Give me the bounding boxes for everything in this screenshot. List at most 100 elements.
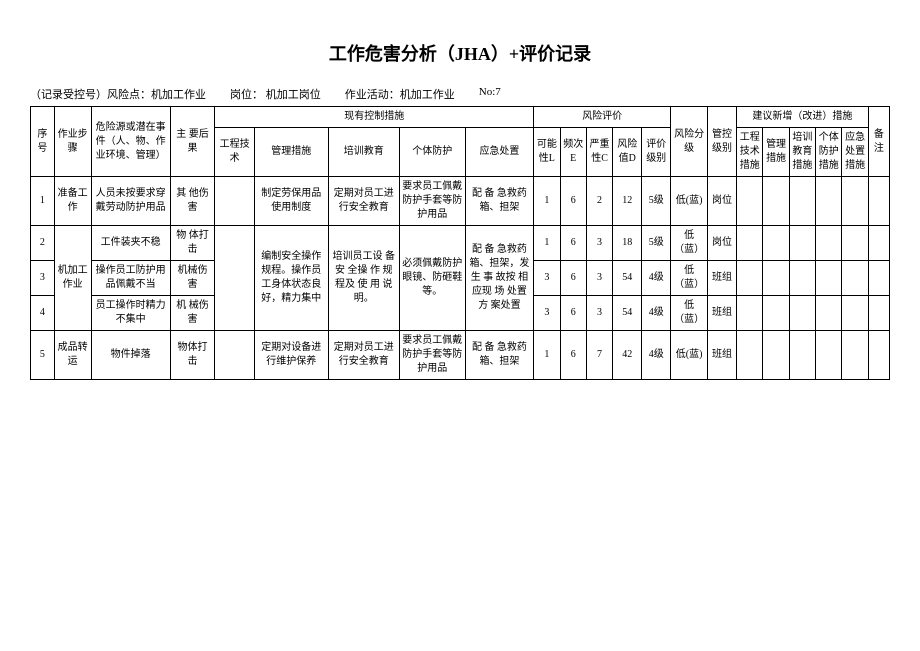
cell-mgmt: 制定劳保用品使用制度: [254, 177, 328, 226]
h-suggest: 建议新增（改进）措施: [737, 107, 869, 128]
cell-C: 3: [586, 226, 612, 261]
h-riskeval: 风险评价: [534, 107, 671, 128]
page-title: 工作危害分析（JHA）+评价记录: [30, 40, 890, 66]
cell-cons: 机 械伤害: [170, 296, 215, 331]
cell-s1: [737, 296, 763, 331]
cell-step: 成品转运: [54, 331, 91, 380]
jha-table: 序号 作业步骤 危险源或潜在事件（人、物、作业环境、管理） 主 要后果 现有控制…: [30, 106, 890, 380]
cell-cons: 机械伤害: [170, 261, 215, 296]
cell-mgmt: 编制安全操作规程。操作员工身体状态良好，精力集中: [254, 226, 328, 331]
cell-L: 1: [534, 177, 560, 226]
cell-hazard: 操作员工防护用品佩戴不当: [91, 261, 170, 296]
cell-hazard: 人员未按要求穿戴劳动防护用品: [91, 177, 170, 226]
meta-post: 岗位： 机加工岗位: [230, 86, 321, 102]
cell-ctrl: 岗位: [708, 177, 737, 226]
cell-s3: [789, 331, 815, 380]
h-eng: 工程技术: [215, 128, 255, 177]
cell-s5: [842, 226, 868, 261]
h-emer: 应急处置: [465, 128, 534, 177]
cell-s2: [763, 177, 789, 226]
table-row: 1 准备工作 人员未按要求穿戴劳动防护用品 其 他伤害 制定劳保用品使用制度 定…: [31, 177, 890, 226]
cell-s2: [763, 261, 789, 296]
cell-D: 42: [613, 331, 642, 380]
cell-s1: [737, 177, 763, 226]
h-L: 可能性L: [534, 128, 560, 177]
cell-D: 54: [613, 261, 642, 296]
h-ctrllevel: 管控级别: [708, 107, 737, 177]
cell-risklevel: 低（蓝）: [671, 226, 708, 261]
cell-cons: 其 他伤害: [170, 177, 215, 226]
cell-s3: [789, 261, 815, 296]
h-step: 作业步骤: [54, 107, 91, 177]
h-s-mgmt: 管理措施: [763, 128, 789, 177]
cell-emer: 配 备 急救药箱、担架: [465, 331, 534, 380]
cell-E: 6: [560, 177, 586, 226]
cell-risklevel: 低(蓝): [671, 177, 708, 226]
h-s-emer: 应急处置措施: [842, 128, 868, 177]
cell-seq: 5: [31, 331, 55, 380]
cell-s3: [789, 226, 815, 261]
cell-D: 54: [613, 296, 642, 331]
cell-s1: [737, 261, 763, 296]
cell-mgmt: 定期对设备进行维护保养: [254, 331, 328, 380]
meta-no: No:7: [479, 86, 501, 102]
cell-ctrl: 岗位: [708, 226, 737, 261]
h-note: 备注: [868, 107, 889, 177]
cell-C: 7: [586, 331, 612, 380]
cell-train: 定期对员工进行安全教育: [328, 331, 399, 380]
cell-step: 准备工作: [54, 177, 91, 226]
cell-emer: 配 备 急救药箱、担架: [465, 177, 534, 226]
cell-grade: 4级: [642, 331, 671, 380]
cell-seq: 1: [31, 177, 55, 226]
cell-s3: [789, 177, 815, 226]
cell-s4: [816, 296, 842, 331]
h-s-eng: 工程技术措施: [737, 128, 763, 177]
cell-s3: [789, 296, 815, 331]
cell-s1: [737, 331, 763, 380]
cell-s2: [763, 331, 789, 380]
cell-ppe: 要求员工佩戴防护手套等防护用品: [399, 331, 465, 380]
cell-note: [868, 296, 889, 331]
h-seq: 序号: [31, 107, 55, 177]
h-C: 严重性C: [586, 128, 612, 177]
cell-L: 3: [534, 261, 560, 296]
cell-E: 6: [560, 226, 586, 261]
cell-s4: [816, 177, 842, 226]
cell-s5: [842, 296, 868, 331]
cell-train: 培训员工设 备 安 全操 作 规 程及 使 用 说明。: [328, 226, 399, 331]
cell-C: 2: [586, 177, 612, 226]
h-D: 风险值D: [613, 128, 642, 177]
cell-s4: [816, 331, 842, 380]
table-row: 2 机加工作业 工件装夹不稳 物 体打击 编制安全操作规程。操作员工身体状态良好…: [31, 226, 890, 261]
cell-cons: 物体打击: [170, 331, 215, 380]
meta-activity: 作业活动：机加工作业: [345, 86, 455, 102]
cell-cons: 物 体打击: [170, 226, 215, 261]
h-E: 频次E: [560, 128, 586, 177]
h-s-train: 培训教育措施: [789, 128, 815, 177]
cell-s2: [763, 226, 789, 261]
cell-train: 定期对员工进行安全教育: [328, 177, 399, 226]
cell-eng: [215, 331, 255, 380]
cell-grade: 4级: [642, 261, 671, 296]
cell-C: 3: [586, 296, 612, 331]
h-train: 培训教育: [328, 128, 399, 177]
cell-s5: [842, 177, 868, 226]
cell-s4: [816, 261, 842, 296]
table-row: 5 成品转运 物件掉落 物体打击 定期对设备进行维护保养 定期对员工进行安全教育…: [31, 331, 890, 380]
cell-seq: 4: [31, 296, 55, 331]
cell-grade: 5级: [642, 177, 671, 226]
cell-note: [868, 226, 889, 261]
cell-s5: [842, 331, 868, 380]
cell-ctrl: 班组: [708, 331, 737, 380]
cell-C: 3: [586, 261, 612, 296]
cell-risklevel: 低(蓝): [671, 331, 708, 380]
h-cons: 主 要后果: [170, 107, 215, 177]
cell-s1: [737, 226, 763, 261]
cell-L: 1: [534, 331, 560, 380]
cell-eng: [215, 177, 255, 226]
table-body: 1 准备工作 人员未按要求穿戴劳动防护用品 其 他伤害 制定劳保用品使用制度 定…: [31, 177, 890, 380]
cell-hazard: 物件掉落: [91, 331, 170, 380]
cell-risklevel: 低（蓝）: [671, 261, 708, 296]
cell-E: 6: [560, 296, 586, 331]
h-existing: 现有控制措施: [215, 107, 534, 128]
